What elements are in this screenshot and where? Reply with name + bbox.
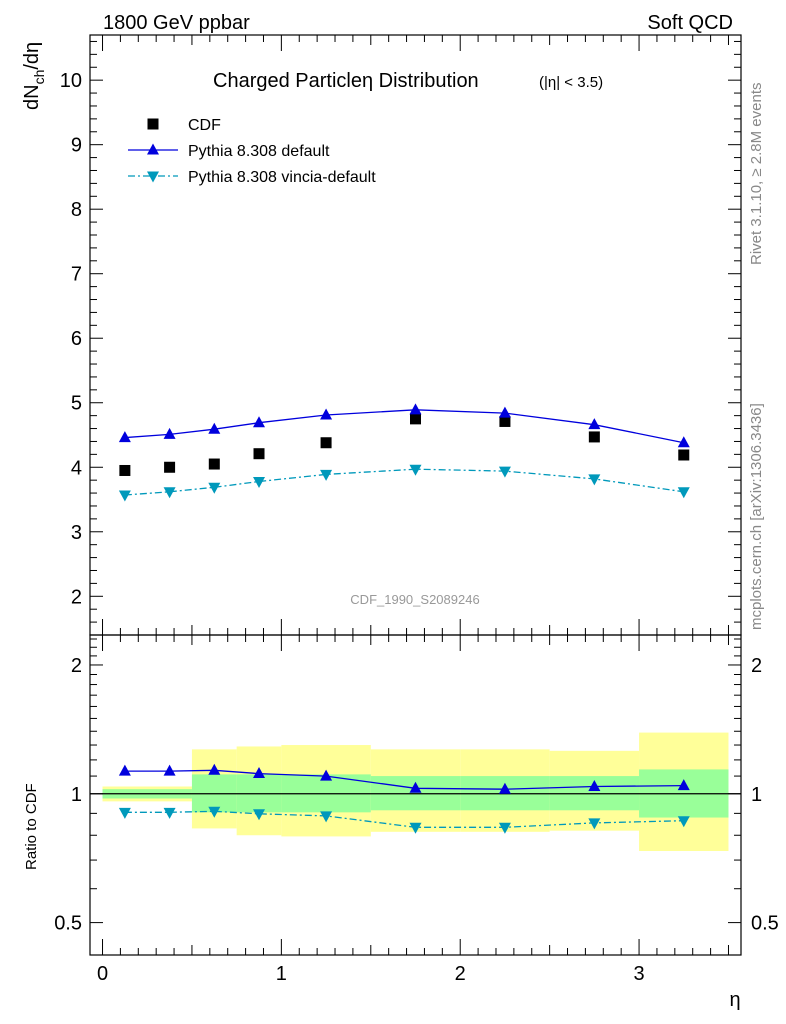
y-tick-label: 9 (71, 135, 82, 157)
main-point (498, 406, 511, 418)
ratio-tick-label-right: 2 (751, 655, 762, 677)
main-point (588, 431, 600, 443)
ratio-point (208, 806, 221, 818)
ratio-point (409, 822, 422, 834)
y-tick-label: 10 (60, 70, 82, 92)
main-point (320, 408, 333, 420)
main-point (678, 449, 690, 461)
y-tick-label: 7 (71, 264, 82, 286)
ratio-point (163, 764, 176, 776)
main-point (253, 448, 265, 460)
ratio-point (677, 816, 690, 828)
x-tick-label: 1 (276, 963, 287, 985)
y-tick-label: 2 (71, 586, 82, 608)
ratio-panel: 0.5 0.5 1 1 2 2 0 1 2 3 Ratio to CDF η (23, 634, 779, 1011)
ratio-point (253, 809, 266, 821)
ratio-point (253, 767, 266, 779)
legend-label: CDF (188, 117, 221, 134)
header-left: 1800 GeV ppbar (103, 12, 250, 34)
ratio-y-label: Ratio to CDF (23, 783, 40, 870)
ratio-tick-label-right: 0.5 (751, 913, 779, 935)
main-point (320, 437, 332, 449)
main-point (119, 464, 131, 476)
ratio-tick-label-left: 0.5 (54, 913, 82, 935)
ratio-point (320, 769, 333, 781)
ratio-tick-label-left: 1 (71, 784, 82, 806)
x-tick-label: 0 (97, 963, 108, 985)
main-axis-ticks: 2 3 4 5 6 7 8 9 10 (60, 35, 741, 636)
legend-marker (147, 171, 159, 183)
y-tick-label: 4 (71, 457, 82, 479)
main-point (499, 415, 511, 427)
ratio-frame (89, 634, 742, 956)
main-title: Charged Particleη Distribution (213, 70, 479, 92)
ratio-point (498, 822, 511, 834)
header-right: Soft QCD (647, 12, 733, 34)
main-point (409, 464, 422, 476)
legend-label: Pythia 8.308 vincia-default (188, 169, 376, 186)
ratio-point (588, 818, 601, 830)
legend-marker (147, 143, 159, 155)
rivet-note: Rivet 3.1.10, ≥ 2.8M events (748, 83, 765, 266)
main-panel: 2 3 4 5 6 7 8 9 10 Charged Particleη Distributio… (21, 34, 742, 636)
x-axis-label: η (729, 989, 740, 1011)
main-line-pythia-8-308-default (124, 409, 684, 444)
legend-marker (147, 118, 159, 130)
ratio-point (163, 807, 176, 819)
main-point (320, 469, 333, 481)
ratio-axis-ticks: 0.5 0.5 1 1 2 2 0 1 2 3 (54, 635, 779, 985)
ratio-point (118, 807, 131, 819)
ratio-green-band (370, 776, 461, 811)
main-point (253, 416, 266, 428)
main-point (410, 413, 421, 425)
ratio-tick-label-left: 2 (71, 655, 82, 677)
ratio-point (677, 779, 690, 791)
ratio-tick-label-right: 1 (751, 784, 762, 806)
main-line-pythia-8-308-vincia-default (124, 468, 684, 496)
main-point (208, 482, 221, 494)
ratio-point (409, 781, 422, 793)
y-tick-label: 8 (71, 199, 82, 221)
main-point (409, 403, 422, 415)
main-point (118, 431, 131, 443)
ratio-point (208, 763, 221, 775)
legend-label: Pythia 8.308 default (188, 143, 330, 160)
legend: CDF Pythia 8.308 default Pythia 8.308 vinc… (128, 117, 376, 186)
main-title-note: (|η| < 3.5) (539, 74, 603, 91)
ratio-point (498, 782, 511, 794)
y-tick-label: 5 (71, 393, 82, 415)
y-tick-label: 3 (71, 522, 82, 544)
main-point (498, 466, 511, 478)
x-tick-label: 3 (633, 963, 644, 985)
y-tick-label: 6 (71, 328, 82, 350)
main-point (163, 427, 176, 439)
x-tick-label: 2 (455, 963, 466, 985)
main-point (118, 490, 131, 502)
analysis-id: CDF_1990_S2089246 (350, 592, 479, 607)
main-y-label: dNch/dη (21, 42, 47, 110)
mcplots-note: mcplots.cern.ch [arXiv:1306.3436] (748, 403, 765, 630)
ratio-point (320, 811, 333, 823)
ratio-point (588, 779, 601, 791)
main-point (163, 487, 176, 499)
main-point (677, 487, 690, 499)
main-point (677, 436, 690, 448)
ratio-point (118, 764, 131, 776)
main-point (208, 458, 220, 470)
main-point (164, 461, 176, 473)
main-point (253, 476, 266, 488)
main-point (208, 422, 221, 434)
main-point (588, 474, 601, 486)
main-point (588, 418, 601, 430)
